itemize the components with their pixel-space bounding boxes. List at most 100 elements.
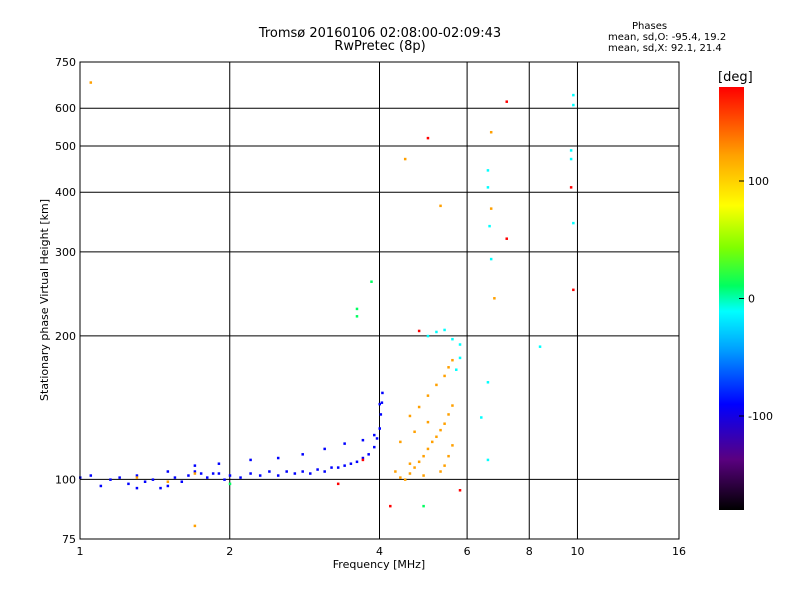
plot-frame — [79, 61, 680, 540]
data-point — [211, 472, 215, 475]
data-point — [199, 472, 203, 475]
data-point — [426, 420, 430, 424]
data-points — [79, 81, 575, 528]
y-tick-label: 500 — [55, 140, 76, 153]
data-point — [159, 486, 162, 490]
data-point — [399, 476, 402, 479]
data-point — [349, 462, 353, 465]
data-point — [389, 504, 392, 508]
x-tick-label: 1 — [77, 545, 84, 558]
data-point — [451, 337, 454, 341]
data-point — [355, 307, 359, 311]
data-point — [505, 100, 508, 103]
y-tick-label: 750 — [55, 56, 76, 69]
data-point — [413, 466, 416, 469]
x-tick-label: 4 — [376, 545, 383, 558]
data-point — [572, 288, 575, 292]
data-point — [373, 433, 376, 437]
data-point — [89, 81, 93, 84]
data-point — [451, 358, 454, 362]
x-tick-label: 2 — [226, 545, 233, 558]
data-point — [417, 329, 421, 333]
data-point — [135, 474, 139, 477]
data-point — [336, 482, 340, 486]
data-point — [301, 470, 304, 473]
x-tick-label: 6 — [464, 545, 471, 558]
data-point — [285, 470, 288, 473]
data-point — [486, 186, 490, 189]
data-point — [489, 207, 493, 210]
data-point — [572, 103, 575, 107]
data-point — [480, 416, 483, 419]
data-point — [268, 470, 271, 473]
data-point — [458, 489, 462, 492]
data-point — [426, 136, 430, 140]
data-point — [572, 221, 575, 225]
data-point — [118, 476, 121, 479]
axes — [79, 61, 680, 540]
y-axis-label: Stationary phase Virtual Height [km] — [38, 199, 51, 401]
data-point — [89, 474, 93, 477]
data-point — [435, 330, 438, 334]
data-point — [455, 368, 458, 371]
data-point — [193, 470, 197, 473]
data-point — [217, 462, 221, 465]
data-point — [572, 93, 575, 97]
data-point — [451, 444, 454, 447]
data-point — [443, 374, 446, 378]
data-point — [249, 458, 252, 462]
data-point — [458, 356, 462, 360]
data-point — [239, 476, 242, 479]
data-point — [443, 328, 446, 332]
data-point — [380, 401, 384, 404]
colorbar-tick-label: -100 — [748, 410, 773, 423]
data-point — [205, 476, 209, 479]
data-point — [193, 472, 197, 475]
data-point — [426, 334, 430, 338]
data-point — [422, 454, 425, 458]
chart-subtitle: RwPretec (8p) — [334, 39, 426, 54]
data-point — [422, 474, 425, 477]
data-point — [439, 428, 442, 432]
data-point — [309, 472, 312, 475]
data-point — [109, 478, 112, 481]
data-point — [381, 391, 384, 395]
data-point — [569, 186, 573, 189]
phases-o-mode: mean, sd,O: -95.4, 19.2 — [608, 32, 727, 43]
data-point — [370, 280, 373, 283]
data-point — [394, 470, 397, 473]
data-point — [135, 486, 139, 490]
colorbar-tick-label: 0 — [748, 293, 755, 306]
data-point — [323, 447, 326, 451]
data-point — [422, 504, 425, 508]
data-point — [180, 480, 184, 483]
y-tick-label: 200 — [55, 330, 76, 343]
colorbar-tick-label: 100 — [748, 175, 769, 188]
data-point — [373, 445, 376, 449]
data-point — [249, 472, 252, 475]
data-point — [293, 472, 297, 475]
data-point — [538, 345, 542, 348]
data-point — [276, 474, 280, 477]
y-tick-label: 100 — [55, 473, 76, 486]
data-point — [143, 480, 147, 483]
data-point — [435, 383, 438, 387]
data-point — [430, 440, 434, 444]
data-point — [316, 468, 319, 471]
data-point — [330, 466, 333, 469]
data-point — [408, 414, 412, 418]
data-point — [399, 440, 402, 444]
data-point — [379, 413, 383, 416]
data-point — [343, 442, 346, 445]
data-point — [361, 456, 365, 460]
data-point — [228, 474, 232, 477]
data-point — [378, 427, 381, 430]
data-point — [166, 484, 170, 488]
x-tick-label: 10 — [570, 545, 584, 558]
data-point — [439, 204, 442, 208]
data-point — [217, 472, 221, 475]
data-point — [361, 458, 365, 462]
data-point — [489, 130, 493, 134]
x-axis-label: Frequency [MHz] — [333, 558, 425, 571]
y-tick-label: 300 — [55, 246, 76, 259]
